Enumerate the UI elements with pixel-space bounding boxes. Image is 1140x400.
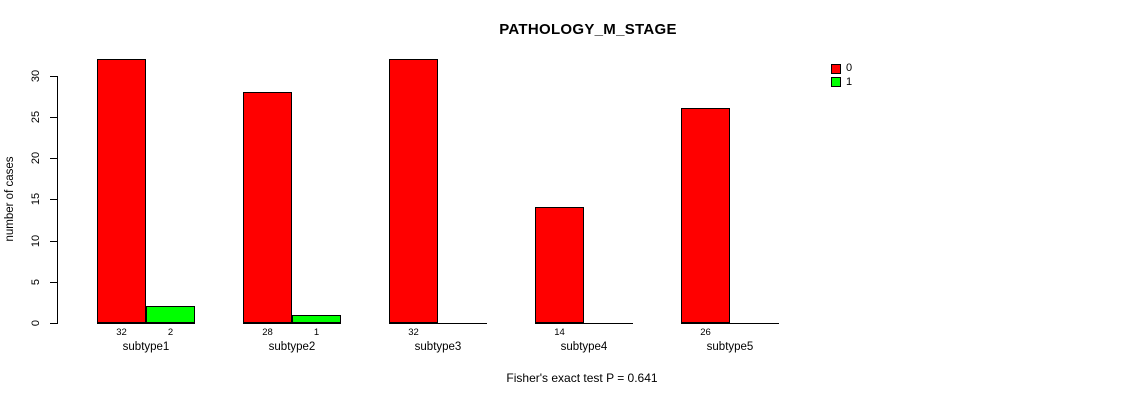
bar-subtype3-series0	[389, 59, 438, 323]
legend-swatch-green	[831, 77, 841, 88]
x-baseline-subtype1	[97, 323, 195, 324]
x-category-label-subtype3: subtype3	[414, 341, 462, 353]
bar-count-subtype2-series0: 28	[262, 327, 273, 338]
legend-item-1: 1	[831, 76, 852, 90]
x-category-label-subtype2: subtype2	[268, 341, 316, 353]
y-tick	[50, 323, 57, 324]
x-baseline-subtype2	[243, 323, 341, 324]
bar-subtype2-series0	[243, 92, 292, 323]
y-tick-label: 0	[30, 319, 42, 327]
bar-count-subtype1-series0: 32	[116, 327, 127, 338]
y-tick-label: 10	[30, 234, 42, 247]
bar-subtype4-series0	[535, 207, 584, 323]
footnote-fishers-test: Fisher's exact test P = 0.641	[506, 371, 658, 385]
bar-subtype2-series1	[292, 315, 341, 323]
bar-count-subtype1-series1: 2	[167, 327, 174, 338]
y-tick	[50, 240, 57, 242]
chart-title: PATHOLOGY_M_STAGE	[499, 21, 677, 38]
x-category-label-subtype4: subtype4	[560, 341, 608, 353]
y-tick	[50, 199, 57, 201]
x-baseline-subtype3	[389, 323, 487, 324]
y-tick-label: 20	[30, 151, 42, 165]
y-axis-line	[57, 75, 58, 324]
bar-subtype1-series1	[146, 306, 195, 323]
y-tick	[50, 158, 57, 159]
y-axis-label: number of cases	[4, 156, 16, 242]
x-category-label-subtype5: subtype5	[706, 341, 754, 353]
bar-count-subtype3-series0: 32	[408, 327, 419, 338]
bar-subtype1-series0	[97, 59, 146, 323]
bar-count-subtype2-series1: 1	[313, 327, 320, 338]
legend: 0 1	[831, 62, 852, 89]
y-tick	[50, 116, 57, 118]
y-tick-label: 5	[30, 278, 42, 285]
x-category-label-subtype1: subtype1	[122, 341, 170, 353]
legend-label-1: 1	[846, 75, 853, 88]
x-baseline-subtype4	[535, 323, 633, 324]
legend-item-0: 0	[831, 62, 852, 76]
y-tick	[50, 75, 57, 77]
y-tick	[50, 281, 57, 283]
legend-swatch-red	[831, 63, 841, 74]
bar-subtype5-series0	[681, 108, 730, 323]
bar-count-subtype5-series0: 26	[700, 327, 711, 338]
legend-label-0: 0	[846, 62, 853, 75]
y-tick-label: 30	[30, 69, 42, 82]
bar-count-subtype4-series0: 14	[554, 327, 565, 338]
x-baseline-subtype5	[681, 323, 779, 324]
y-tick-label: 15	[30, 193, 42, 206]
y-tick-label: 25	[30, 110, 42, 123]
